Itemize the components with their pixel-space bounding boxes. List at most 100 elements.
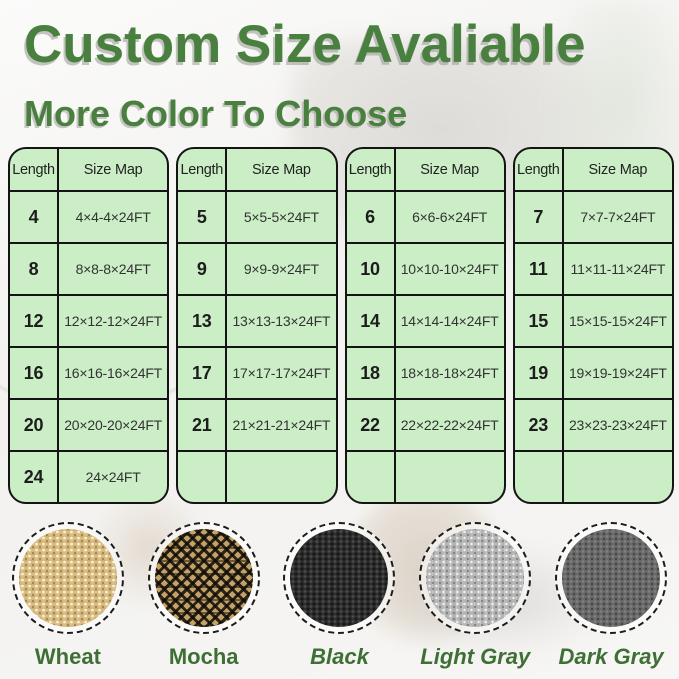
length-cell bbox=[515, 452, 564, 502]
table-row: 18 18×18-18×24FT bbox=[346, 346, 504, 398]
fabric-sample-image bbox=[426, 529, 525, 627]
size-map-cell: 24×24FT bbox=[85, 469, 141, 485]
length-cell: 4 bbox=[10, 192, 59, 242]
size-table-2: Length Size Map 5 5×5-5×24FT 9 9×9-9×24FT 13 13… bbox=[176, 147, 338, 504]
size-map-cell: 15×15-15×24FT bbox=[568, 313, 667, 329]
swatch-dashed-ring bbox=[11, 522, 124, 634]
table-row: 21 21×21-21×24FT bbox=[178, 398, 336, 450]
page-subtitle: More Color To Choose bbox=[24, 93, 408, 134]
length-column-header: Length bbox=[515, 149, 564, 190]
table-row: 14 14×14-14×24FT bbox=[346, 294, 504, 346]
swatch-dashed-ring bbox=[283, 522, 396, 634]
size-map-cell: 6×6-6×24FT bbox=[412, 209, 488, 225]
length-cell: 5 bbox=[178, 192, 228, 242]
length-cell bbox=[178, 452, 228, 502]
color-swatch-black: Black bbox=[272, 522, 406, 670]
size-map-cell: 22×22-22×24FT bbox=[400, 417, 499, 433]
table-row: 23 23×23-23×24FT bbox=[514, 398, 672, 450]
size-map-cell bbox=[396, 452, 504, 502]
size-table-1: Length Size Map 4 4×4-4×24FT 8 8×8-8×24FT 12 12… bbox=[8, 147, 170, 504]
table-header-row: Length Size Map bbox=[10, 149, 167, 190]
color-swatches-row: Wheat Mocha Black Light Gray Dark Gray bbox=[0, 522, 679, 670]
fabric-sample-image bbox=[290, 529, 389, 627]
table-row: 24 24×24FT bbox=[10, 450, 168, 502]
color-swatch-darkgray: Dark Gray bbox=[544, 522, 678, 670]
fabric-sample-image bbox=[154, 529, 253, 627]
header-block: Custom Size Avaliable More Color To Choo… bbox=[24, 14, 586, 135]
table-row: 16 16×16-16×24FT bbox=[10, 346, 168, 398]
size-map-cell: 21×21-21×24FT bbox=[232, 417, 331, 433]
size-map-cell: 18×18-18×24FT bbox=[400, 365, 499, 381]
fabric-sample-image bbox=[562, 529, 661, 627]
color-swatch-lightgray: Light Gray bbox=[408, 522, 542, 670]
table-row: 4 4×4-4×24FT bbox=[10, 190, 168, 242]
size-map-cell: 8×8-8×24FT bbox=[75, 261, 151, 277]
size-map-cell: 19×19-19×24FT bbox=[568, 365, 667, 381]
size-map-cell: 11×11-11×24FT bbox=[570, 261, 666, 277]
size-map-cell: 23×23-23×24FT bbox=[568, 417, 667, 433]
table-row bbox=[346, 450, 504, 502]
length-cell: 12 bbox=[10, 296, 59, 346]
length-cell: 20 bbox=[10, 400, 59, 450]
swatch-label: Dark Gray bbox=[558, 644, 664, 669]
length-cell: 10 bbox=[347, 244, 396, 294]
size-map-cell: 12×12-12×24FT bbox=[64, 313, 163, 329]
length-cell: 19 bbox=[515, 348, 564, 398]
length-cell: 8 bbox=[10, 244, 59, 294]
table-header-row: Length Size Map bbox=[178, 149, 335, 190]
table-row: 7 7×7-7×24FT bbox=[514, 190, 672, 242]
size-map-cell: 10×10-10×24FT bbox=[400, 261, 499, 277]
table-row: 20 20×20-20×24FT bbox=[10, 398, 168, 450]
length-cell: 15 bbox=[515, 296, 564, 346]
size-map-cell: 7×7-7×24FT bbox=[580, 209, 656, 225]
table-row bbox=[514, 450, 672, 502]
table-row: 11 11×11-11×24FT bbox=[514, 242, 672, 294]
swatch-dashed-ring bbox=[555, 522, 668, 634]
page-title: Custom Size Avaliable bbox=[24, 15, 586, 74]
table-header-row: Length Size Map bbox=[347, 149, 504, 190]
size-tables-row: Length Size Map 4 4×4-4×24FT 8 8×8-8×24FT 12 12… bbox=[8, 147, 674, 504]
swatch-label: Light Gray bbox=[420, 644, 531, 669]
table-row: 9 9×9-9×24FT bbox=[178, 242, 336, 294]
size-table-3: Length Size Map 6 6×6-6×24FT 10 10×10-10×24FT… bbox=[344, 147, 506, 504]
size-map-cell: 16×16-16×24FT bbox=[64, 365, 163, 381]
size-map-cell: 13×13-13×24FT bbox=[232, 313, 331, 329]
swatch-label: Black bbox=[310, 644, 369, 669]
swatch-label: Wheat bbox=[34, 644, 101, 669]
table-row: 19 19×19-19×24FT bbox=[514, 346, 672, 398]
length-cell: 11 bbox=[515, 244, 564, 294]
length-cell: 21 bbox=[178, 400, 228, 450]
length-cell bbox=[347, 452, 396, 502]
size-map-cell: 17×17-17×24FT bbox=[232, 365, 331, 381]
size-table-4: Length Size Map 7 7×7-7×24FT 11 11×11-11×24FT… bbox=[512, 147, 674, 504]
table-row: 8 8×8-8×24FT bbox=[10, 242, 168, 294]
color-swatch-mocha: Mocha bbox=[137, 522, 271, 670]
length-cell: 23 bbox=[515, 400, 564, 450]
length-cell: 16 bbox=[10, 348, 59, 398]
length-cell: 6 bbox=[347, 192, 396, 242]
size-map-column-header: Size Map bbox=[420, 161, 480, 178]
size-map-cell: 5×5-5×24FT bbox=[243, 209, 319, 225]
table-row: 5 5×5-5×24FT bbox=[178, 190, 336, 242]
size-map-cell: 20×20-20×24FT bbox=[64, 417, 163, 433]
size-map-cell: 9×9-9×24FT bbox=[243, 261, 319, 277]
table-row: 6 6×6-6×24FT bbox=[346, 190, 504, 242]
length-cell: 22 bbox=[347, 400, 396, 450]
table-header-row: Length Size Map bbox=[515, 149, 672, 190]
table-row: 13 13×13-13×24FT bbox=[178, 294, 336, 346]
size-map-column-header: Size Map bbox=[83, 161, 143, 178]
length-column-header: Length bbox=[10, 149, 59, 190]
length-cell: 14 bbox=[347, 296, 396, 346]
size-map-cell bbox=[227, 452, 335, 502]
length-cell: 7 bbox=[515, 192, 564, 242]
size-map-column-header: Size Map bbox=[588, 161, 648, 178]
length-cell: 9 bbox=[178, 244, 228, 294]
length-cell: 13 bbox=[178, 296, 228, 346]
size-map-cell: 4×4-4×24FT bbox=[75, 209, 151, 225]
table-row: 22 22×22-22×24FT bbox=[346, 398, 504, 450]
length-column-header: Length bbox=[178, 149, 228, 190]
swatch-dashed-ring bbox=[147, 522, 260, 634]
table-row: 12 12×12-12×24FT bbox=[10, 294, 168, 346]
size-map-cell bbox=[564, 452, 672, 502]
table-row bbox=[178, 450, 336, 502]
